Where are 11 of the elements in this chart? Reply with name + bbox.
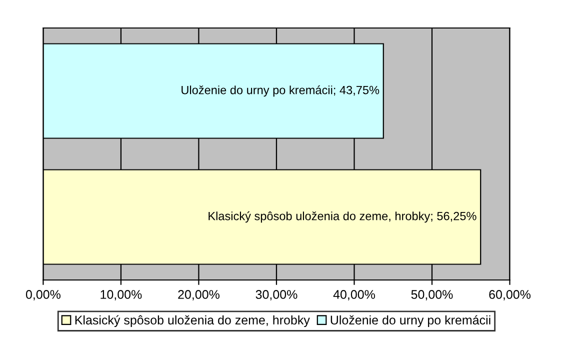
x-tick-label: 30,00%: [256, 290, 298, 300]
x-tick-label: 40,00%: [333, 290, 375, 300]
data-label: Klasický spôsob uloženia do zeme, hrobky; 56,25%: [208, 211, 476, 223]
data-label: Uloženie do urny po kremácii; 43,75%: [182, 85, 380, 97]
legend-label: Uloženie do urny po kremácii: [330, 315, 490, 327]
x-tick-label: 10,00%: [100, 290, 142, 300]
x-tick-label: 50,00%: [411, 290, 453, 300]
x-tick-label: 60,00%: [489, 290, 531, 300]
x-tick-label: 0,00%: [26, 290, 60, 300]
x-tick-label: 20,00%: [178, 290, 220, 300]
legend-label: Klasický spôsob uloženia do zeme, hrobky: [75, 315, 310, 327]
